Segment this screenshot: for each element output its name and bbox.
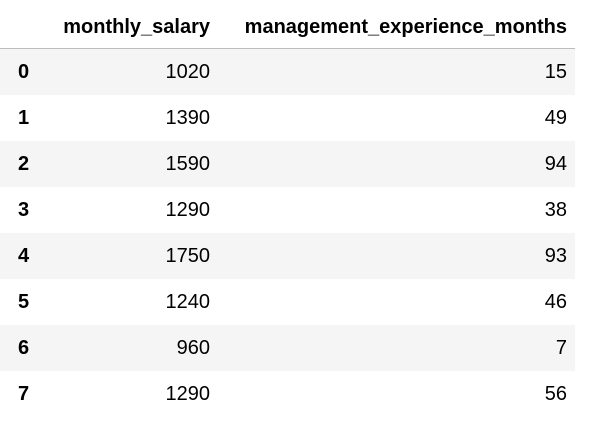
table-row: 3 1290 38: [0, 187, 575, 233]
cell-monthly-salary: 1020: [165, 60, 211, 83]
table-row: 1 1390 49: [0, 95, 575, 141]
column-header-monthly-salary: monthly_salary: [47, 6, 212, 49]
row-index: 1: [18, 106, 30, 129]
row-index: 6: [18, 336, 30, 359]
table-row: 4 1750 93: [0, 233, 575, 279]
cell-management-experience-months: 94: [544, 152, 567, 175]
cell-monthly-salary: 1390: [165, 106, 211, 129]
table-body: 0 1020 15 1 1390 49 2 1590 94 3 1290 38 …: [0, 48, 575, 417]
cell-management-experience-months: 38: [544, 198, 567, 221]
cell-management-experience-months: 7: [555, 336, 567, 359]
dataframe-table: monthly_salary management_experience_mon…: [0, 6, 575, 417]
table-row: 2 1590 94: [0, 141, 575, 187]
cell-monthly-salary: 1750: [165, 244, 211, 267]
row-index: 0: [18, 60, 30, 83]
table-row: 5 1240 46: [0, 279, 575, 325]
table-row: 7 1290 56: [0, 371, 575, 417]
table-header: monthly_salary management_experience_mon…: [0, 6, 575, 49]
row-index: 5: [18, 290, 30, 313]
row-index: 3: [18, 198, 30, 221]
index-header: [0, 6, 47, 49]
row-index: 7: [18, 382, 30, 405]
cell-monthly-salary: 1290: [165, 382, 211, 405]
header-row: monthly_salary management_experience_mon…: [0, 6, 575, 49]
cell-management-experience-months: 46: [544, 290, 567, 313]
cell-monthly-salary: 1240: [165, 290, 211, 313]
cell-monthly-salary: 1290: [165, 198, 211, 221]
cell-monthly-salary: 960: [176, 336, 210, 359]
cell-monthly-salary: 1590: [165, 152, 211, 175]
table-row: 0 1020 15: [0, 48, 575, 95]
column-header-management-experience-months: management_experience_months: [212, 6, 575, 49]
cell-management-experience-months: 49: [544, 106, 567, 129]
row-index: 4: [18, 244, 30, 267]
cell-management-experience-months: 15: [544, 60, 567, 83]
table-row: 6 960 7: [0, 325, 575, 371]
row-index: 2: [18, 152, 30, 175]
cell-management-experience-months: 93: [544, 244, 567, 267]
cell-management-experience-months: 56: [544, 382, 567, 405]
